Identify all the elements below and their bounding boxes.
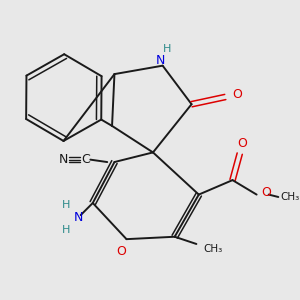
- Text: O: O: [232, 88, 242, 101]
- Text: N: N: [74, 211, 83, 224]
- Text: C: C: [81, 153, 90, 166]
- Text: H: H: [163, 44, 172, 54]
- Text: H: H: [62, 200, 70, 210]
- Text: N: N: [59, 153, 68, 166]
- Text: CH₃: CH₃: [204, 244, 223, 254]
- Text: O: O: [261, 186, 271, 199]
- Text: N: N: [155, 54, 165, 67]
- Text: O: O: [117, 245, 127, 258]
- Text: H: H: [62, 224, 70, 235]
- Text: CH₃: CH₃: [281, 192, 300, 202]
- Text: O: O: [237, 137, 247, 151]
